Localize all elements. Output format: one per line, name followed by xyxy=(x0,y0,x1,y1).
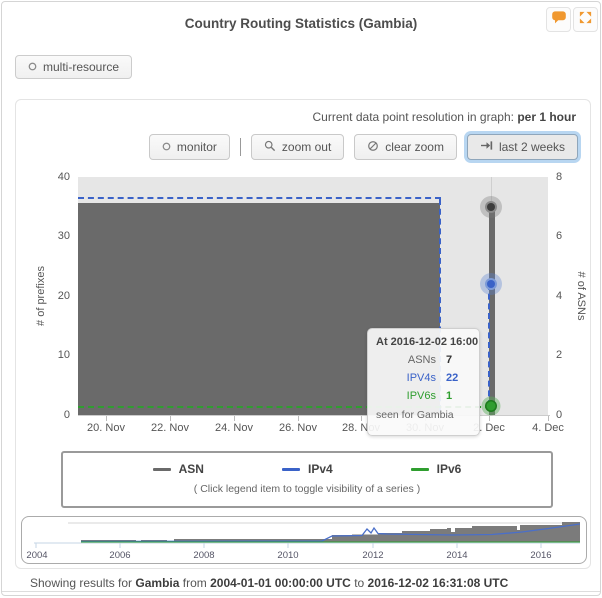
monitor-button[interactable]: monitor xyxy=(148,134,230,160)
x-tick-label: 26. Nov xyxy=(279,422,317,434)
clear-zoom-button[interactable]: clear zoom xyxy=(354,134,457,160)
ipv6-dashed-line xyxy=(78,406,491,408)
asn-swatch xyxy=(152,467,171,471)
legend-item-asn[interactable]: ASN xyxy=(152,462,204,476)
y-right-tick: 8 xyxy=(556,171,563,183)
status-from: 2004-01-01 00:00:00 UTC xyxy=(210,576,351,590)
x-tickmark xyxy=(106,416,107,421)
tooltip-footer: seen for Gambia xyxy=(376,409,454,421)
tooltip-row-asn: ASNs 7 xyxy=(407,354,453,366)
x-tickmark xyxy=(548,416,549,421)
comment-button[interactable] xyxy=(546,7,571,32)
last-2-weeks-button[interactable]: last 2 weeks xyxy=(466,134,578,160)
y-left-tick: 30 xyxy=(57,230,70,242)
y-right-tick: 2 xyxy=(556,349,563,361)
navigator-asn-area xyxy=(81,522,580,543)
x-axis-line xyxy=(78,415,550,416)
ipv4-last-point-drop xyxy=(488,284,490,406)
crosshair-line xyxy=(491,177,492,207)
y-right-tick: 4 xyxy=(556,290,563,302)
tooltip-row-ipv6: IPV6s 1 xyxy=(406,390,453,402)
y-right-tick: 6 xyxy=(556,230,563,242)
asn-last-point-column xyxy=(488,206,495,415)
resolution-value: per 1 hour xyxy=(517,110,576,124)
tooltip-timestamp: At 2016-12-02 16:00 xyxy=(376,336,479,348)
y-right-tick: 0 xyxy=(556,409,563,421)
ipv6-swatch xyxy=(410,467,429,471)
nav-year-label: 2006 xyxy=(109,550,131,561)
y-left-tick: 40 xyxy=(57,171,70,183)
nav-year-label: 2008 xyxy=(193,550,215,561)
nav-year-label: 2010 xyxy=(277,550,299,561)
x-tick-label: 2. Dec xyxy=(473,422,505,434)
y-left-tick: 10 xyxy=(57,349,70,361)
chart-panel: Current data point resolution in graph: … xyxy=(15,99,591,569)
y-right-axis-title: # of ASNs xyxy=(575,271,587,321)
resolution-text: Current data point resolution in graph: … xyxy=(312,110,577,124)
ipv4-dashed-line-drop xyxy=(439,199,441,411)
y-left-tick: 0 xyxy=(63,409,70,421)
button-separator xyxy=(239,138,241,156)
ipv4-swatch xyxy=(281,467,300,471)
y-left-tick: 20 xyxy=(57,290,70,302)
ipv4-dashed-line xyxy=(78,197,441,199)
ipv6-marker[interactable] xyxy=(486,401,496,411)
status-to: 2016-12-02 16:31:08 UTC xyxy=(367,576,509,590)
multi-resource-label: multi-resource xyxy=(43,60,120,74)
x-tick-label: 24. Nov xyxy=(215,422,253,434)
nav-year-label: 2004 xyxy=(26,550,48,561)
x-tickmark xyxy=(298,416,299,421)
x-tickmark xyxy=(234,416,235,421)
y-left-axis-title: # of prefixes xyxy=(35,266,47,326)
nav-year-label: 2012 xyxy=(362,550,384,561)
legend-item-ipv6[interactable]: IPv6 xyxy=(410,462,461,476)
circle-icon xyxy=(162,140,171,154)
tooltip-row-ipv4: IPV4s 22 xyxy=(406,372,459,384)
magnifier-icon xyxy=(264,140,276,155)
x-tick-label: 22. Nov xyxy=(151,422,189,434)
status-resource: Gambia xyxy=(135,576,180,590)
circle-icon xyxy=(28,60,37,74)
chart-tooltip: At 2016-12-02 16:00 ASNs 7 IPV4s 22 IPV6s 1… xyxy=(367,328,480,436)
zoom-out-button[interactable]: zoom out xyxy=(250,134,345,160)
x-tickmark xyxy=(170,416,171,421)
x-tickmark xyxy=(361,416,362,421)
chart-controls: monitor zoom out clear zoom last 2 weeks xyxy=(148,134,578,160)
slashed-circle-icon xyxy=(367,140,379,155)
legend-item-ipv4[interactable]: IPv4 xyxy=(281,462,333,476)
x-tickmark xyxy=(489,416,490,421)
x-tick-label: 20. Nov xyxy=(87,422,125,434)
navigator[interactable]: 2004 2006 2008 2010 2012 2014 2016 xyxy=(21,516,587,564)
page-title: Country Routing Statistics (Gambia) xyxy=(184,16,418,31)
legend-box: ASN IPv4 IPv6 ( Click legend item to tog… xyxy=(61,451,553,508)
speech-bubble-icon xyxy=(551,9,567,30)
asn-marker[interactable] xyxy=(487,203,495,211)
x-tick-label: 4. Dec xyxy=(532,422,564,434)
ipv4-marker[interactable] xyxy=(487,280,495,288)
multi-resource-button[interactable]: multi-resource xyxy=(15,55,133,79)
fullscreen-button[interactable] xyxy=(573,7,598,32)
expand-icon xyxy=(578,10,593,30)
bottom-divider xyxy=(2,591,600,592)
nav-year-label: 2014 xyxy=(446,550,468,561)
navigator-chart xyxy=(34,522,580,548)
arrow-to-bar-icon xyxy=(480,140,493,154)
legend-hint: ( Click legend item to toggle visibility… xyxy=(193,483,421,495)
nav-year-label: 2016 xyxy=(530,550,552,561)
status-bar: Showing results for Gambia from 2004-01-… xyxy=(30,576,509,590)
navigator-ipv4-line xyxy=(80,523,580,543)
